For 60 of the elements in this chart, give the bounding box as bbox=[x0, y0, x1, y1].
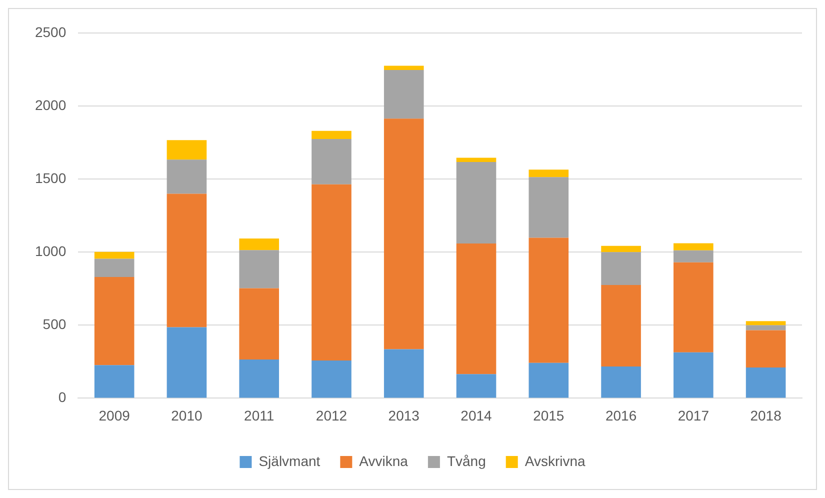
bar bbox=[94, 252, 134, 259]
bar bbox=[456, 374, 496, 398]
x-tick-label: 2016 bbox=[605, 407, 637, 424]
bar bbox=[384, 349, 424, 398]
bar bbox=[239, 238, 280, 250]
bar bbox=[674, 243, 714, 250]
bar bbox=[456, 158, 496, 162]
bar bbox=[601, 252, 641, 285]
bar bbox=[674, 352, 714, 398]
bar bbox=[674, 250, 714, 262]
x-tick-label: 2013 bbox=[388, 407, 420, 424]
legend-label: Avskrivna bbox=[524, 452, 586, 469]
x-tick-label: 2014 bbox=[460, 407, 492, 424]
bar bbox=[601, 366, 641, 398]
bar bbox=[312, 184, 352, 361]
bar bbox=[166, 160, 207, 194]
bar bbox=[166, 327, 207, 398]
bar bbox=[94, 276, 134, 366]
bar bbox=[312, 139, 352, 184]
bar bbox=[239, 288, 280, 360]
legend-label: Avvikna bbox=[359, 452, 408, 469]
legend-label: Självmant bbox=[258, 452, 320, 469]
bar bbox=[601, 246, 641, 252]
y-tick-label: 2000 bbox=[34, 96, 66, 113]
x-tick-label: 2010 bbox=[171, 407, 203, 424]
bar bbox=[239, 359, 280, 398]
bar bbox=[456, 244, 496, 374]
bar bbox=[384, 66, 424, 70]
bar bbox=[601, 284, 641, 366]
bar bbox=[384, 118, 424, 350]
bar bbox=[528, 362, 569, 398]
bar bbox=[239, 250, 280, 288]
x-tick-label: 2018 bbox=[750, 407, 782, 424]
bar bbox=[312, 360, 352, 398]
bar bbox=[166, 140, 207, 160]
bar bbox=[456, 162, 496, 244]
x-tick-label: 2011 bbox=[244, 407, 274, 424]
y-tick-label: 500 bbox=[42, 316, 66, 332]
bar bbox=[528, 170, 569, 178]
bar bbox=[312, 130, 352, 140]
legend-label: Tvång bbox=[446, 452, 486, 469]
y-tick-label: 1500 bbox=[34, 170, 66, 186]
bar bbox=[674, 262, 714, 352]
bar bbox=[746, 368, 786, 398]
bar bbox=[166, 194, 207, 328]
y-tick-label: 0 bbox=[58, 389, 66, 406]
x-tick-label: 2009 bbox=[98, 407, 130, 424]
x-tick-label: 2017 bbox=[678, 407, 710, 424]
bar bbox=[94, 365, 134, 398]
x-tick-label: 2012 bbox=[316, 407, 348, 424]
y-tick-label: 2500 bbox=[34, 24, 66, 40]
bar bbox=[528, 238, 569, 363]
bar bbox=[384, 70, 424, 119]
bar bbox=[746, 321, 786, 326]
bar bbox=[746, 325, 786, 330]
y-tick-label: 1000 bbox=[34, 242, 66, 259]
bar bbox=[746, 330, 786, 368]
bar bbox=[94, 258, 134, 277]
x-tick-label: 2015 bbox=[533, 407, 564, 424]
bar bbox=[528, 177, 569, 238]
